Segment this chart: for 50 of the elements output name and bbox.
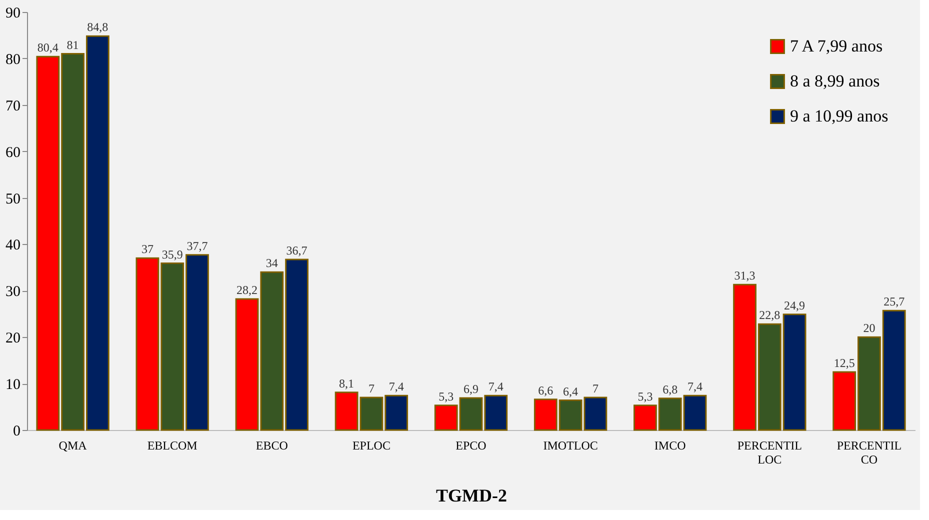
data-label: 24,9: [784, 298, 806, 312]
y-tick-label: 30: [6, 284, 20, 300]
data-label: 80,4: [37, 40, 58, 55]
y-tick-label: 90: [6, 6, 20, 22]
data-label: 31,3: [734, 268, 756, 283]
data-label: 25,7: [884, 294, 905, 309]
data-label: 7,4: [687, 380, 702, 394]
y-tick-label: 40: [6, 238, 20, 254]
y-tick-label: 0: [13, 424, 20, 440]
x-tick-label: EPCO: [456, 438, 487, 452]
data-label: 37,7: [186, 238, 208, 253]
data-label: 5,3: [638, 389, 653, 404]
y-tick-label: 10: [6, 377, 20, 394]
data-label: 12,5: [834, 356, 855, 370]
x-tick-label: IMCO: [654, 438, 686, 452]
data-label: 6,6: [538, 383, 554, 398]
x-tick-label: IMOTLOC: [543, 438, 598, 452]
data-label: 8,1: [339, 376, 354, 390]
data-label: 81: [66, 38, 79, 52]
data-label: 7,4: [388, 380, 404, 394]
y-tick-label: 80: [6, 52, 20, 68]
y-tick-label: 20: [6, 330, 20, 347]
y-tick-label: 50: [6, 191, 20, 208]
x-tick-label: EBCO: [256, 438, 288, 452]
data-label: 28,2: [236, 283, 258, 298]
x-tick-label: EBLCOM: [147, 438, 198, 452]
data-label: 5,3: [438, 389, 454, 404]
data-label: 20: [863, 321, 876, 336]
y-tick-label: 70: [6, 98, 20, 114]
data-label: 35,9: [162, 247, 183, 262]
data-label: 36,7: [286, 244, 308, 258]
data-label: 34: [266, 256, 278, 270]
data-label: 7,4: [488, 380, 504, 394]
x-tick-label: PERCENTIL LOC: [737, 438, 802, 466]
data-label: 37: [141, 242, 154, 256]
legend-label: 9 a 10,99 anos: [790, 106, 888, 126]
x-axis-title: TGMD-2: [436, 486, 507, 506]
data-label: 84,8: [87, 20, 108, 34]
data-label: 6,9: [464, 382, 478, 396]
data-label: 6,8: [662, 382, 678, 396]
data-label: 7: [592, 381, 598, 396]
legend-label: 8 a 8,99 anos: [790, 72, 880, 90]
legend-label: 7 A 7,99 anos: [790, 36, 883, 56]
data-label: 7: [368, 381, 374, 396]
x-tick-label: QMA: [58, 438, 88, 452]
data-label: 6,4: [563, 384, 578, 398]
x-tick-label: PERCENTIL CO: [836, 438, 902, 466]
x-tick-label: EPLOC: [352, 438, 390, 452]
data-label: 22,8: [759, 308, 780, 322]
y-tick-label: 60: [6, 144, 20, 161]
